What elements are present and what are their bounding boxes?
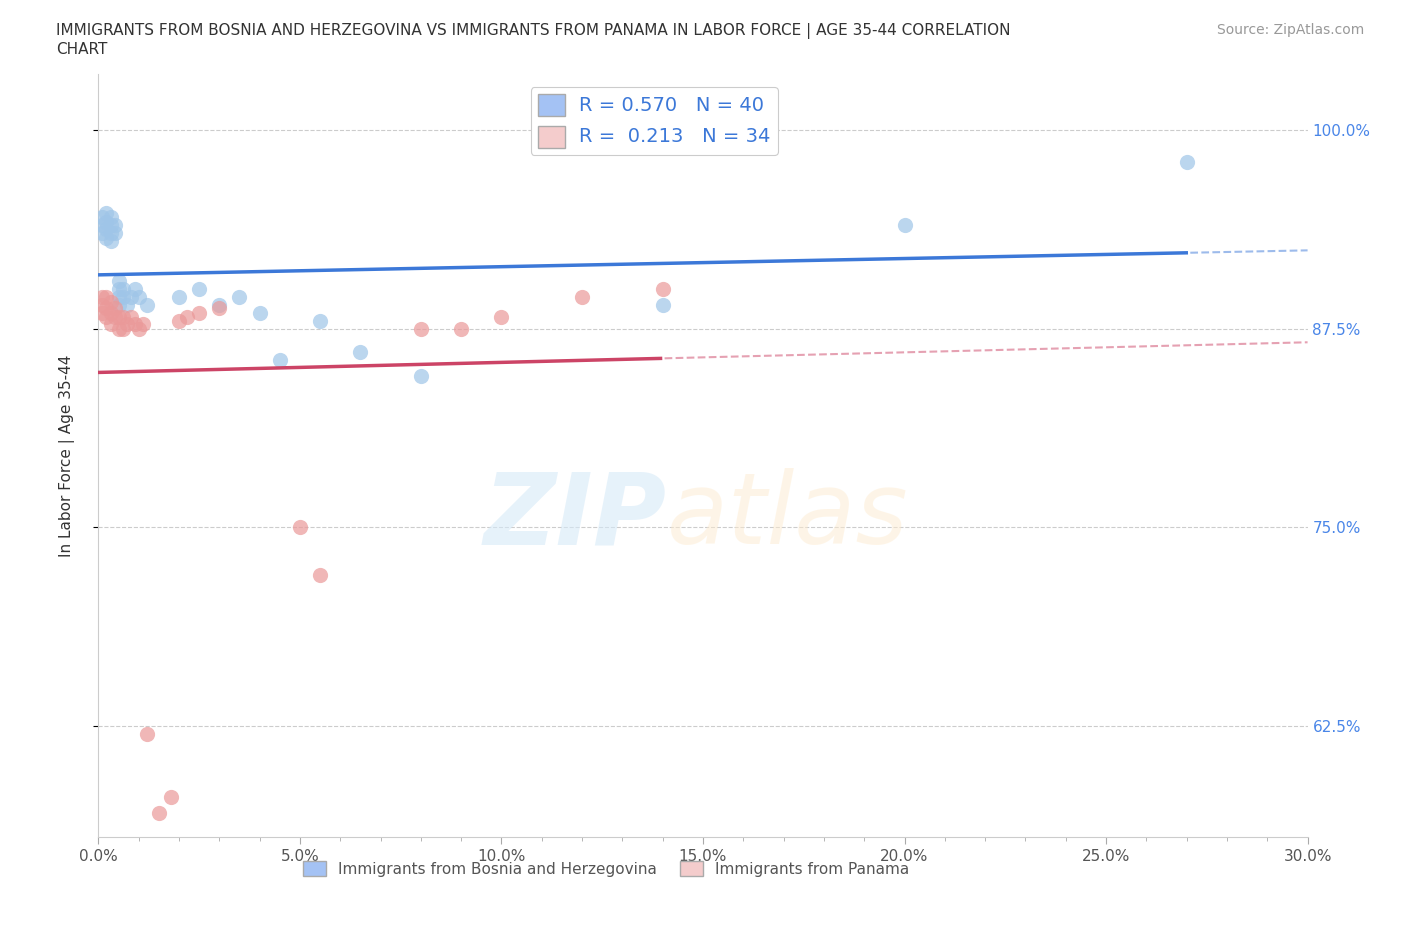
Point [107, 273, 129, 288]
Point [103, 310, 125, 325]
Point [107, 310, 129, 325]
Point [124, 316, 146, 331]
Point [288, 520, 311, 535]
Point [100, 294, 122, 309]
Point [309, 313, 332, 328]
Point [571, 289, 593, 304]
Point [167, 313, 190, 328]
Point [103, 300, 125, 315]
Text: ZIP: ZIP [484, 468, 666, 565]
Point [893, 218, 915, 232]
Point [208, 300, 231, 315]
Point [111, 289, 134, 304]
Point [111, 310, 134, 325]
Point [103, 218, 125, 232]
Point [124, 282, 146, 297]
Point [91, 226, 114, 241]
Point [269, 352, 291, 367]
Point [1175, 154, 1198, 169]
Point [128, 321, 150, 336]
Point [176, 310, 198, 325]
Point [96, 289, 118, 304]
Point [167, 289, 190, 304]
Point [96, 215, 118, 230]
Point [91, 289, 114, 304]
Point [115, 316, 138, 331]
Text: IMMIGRANTS FROM BOSNIA AND HERZEGOVINA VS IMMIGRANTS FROM PANAMA IN LABOR FORCE : IMMIGRANTS FROM BOSNIA AND HERZEGOVINA V… [56, 23, 1011, 39]
Text: Source: ZipAtlas.com: Source: ZipAtlas.com [1216, 23, 1364, 37]
Point [91, 218, 114, 232]
Point [91, 210, 114, 225]
Text: atlas: atlas [666, 468, 908, 565]
Point [111, 282, 134, 297]
Point [91, 305, 114, 320]
Point [450, 321, 472, 336]
Point [107, 289, 129, 304]
Point [100, 218, 122, 232]
Point [409, 321, 432, 336]
Point [96, 310, 118, 325]
Point [120, 310, 142, 325]
Point [107, 321, 129, 336]
Point [107, 298, 129, 312]
Point [491, 310, 513, 325]
Point [128, 289, 150, 304]
Point [91, 298, 114, 312]
Point [96, 206, 118, 220]
Point [100, 316, 122, 331]
Point [96, 221, 118, 236]
Point [96, 231, 118, 246]
Point [96, 300, 118, 315]
Point [651, 298, 673, 312]
Point [188, 282, 211, 297]
Point [100, 210, 122, 225]
Point [100, 233, 122, 248]
Point [100, 305, 122, 320]
Point [103, 226, 125, 241]
Point [651, 282, 673, 297]
Point [135, 726, 157, 741]
Point [188, 305, 211, 320]
Point [249, 305, 271, 320]
Point [309, 567, 332, 582]
Legend: Immigrants from Bosnia and Herzegovina, Immigrants from Panama: Immigrants from Bosnia and Herzegovina, … [297, 855, 915, 883]
Y-axis label: In Labor Force | Age 35-44: In Labor Force | Age 35-44 [59, 354, 75, 557]
Point [148, 805, 170, 820]
Point [409, 369, 432, 384]
Point [100, 226, 122, 241]
Point [208, 298, 231, 312]
Point [120, 289, 142, 304]
Point [107, 282, 129, 297]
Point [111, 321, 134, 336]
Point [115, 298, 138, 312]
Point [135, 298, 157, 312]
Point [132, 316, 155, 331]
Point [228, 289, 250, 304]
Text: CHART: CHART [56, 42, 108, 57]
Point [160, 790, 183, 804]
Point [349, 345, 371, 360]
